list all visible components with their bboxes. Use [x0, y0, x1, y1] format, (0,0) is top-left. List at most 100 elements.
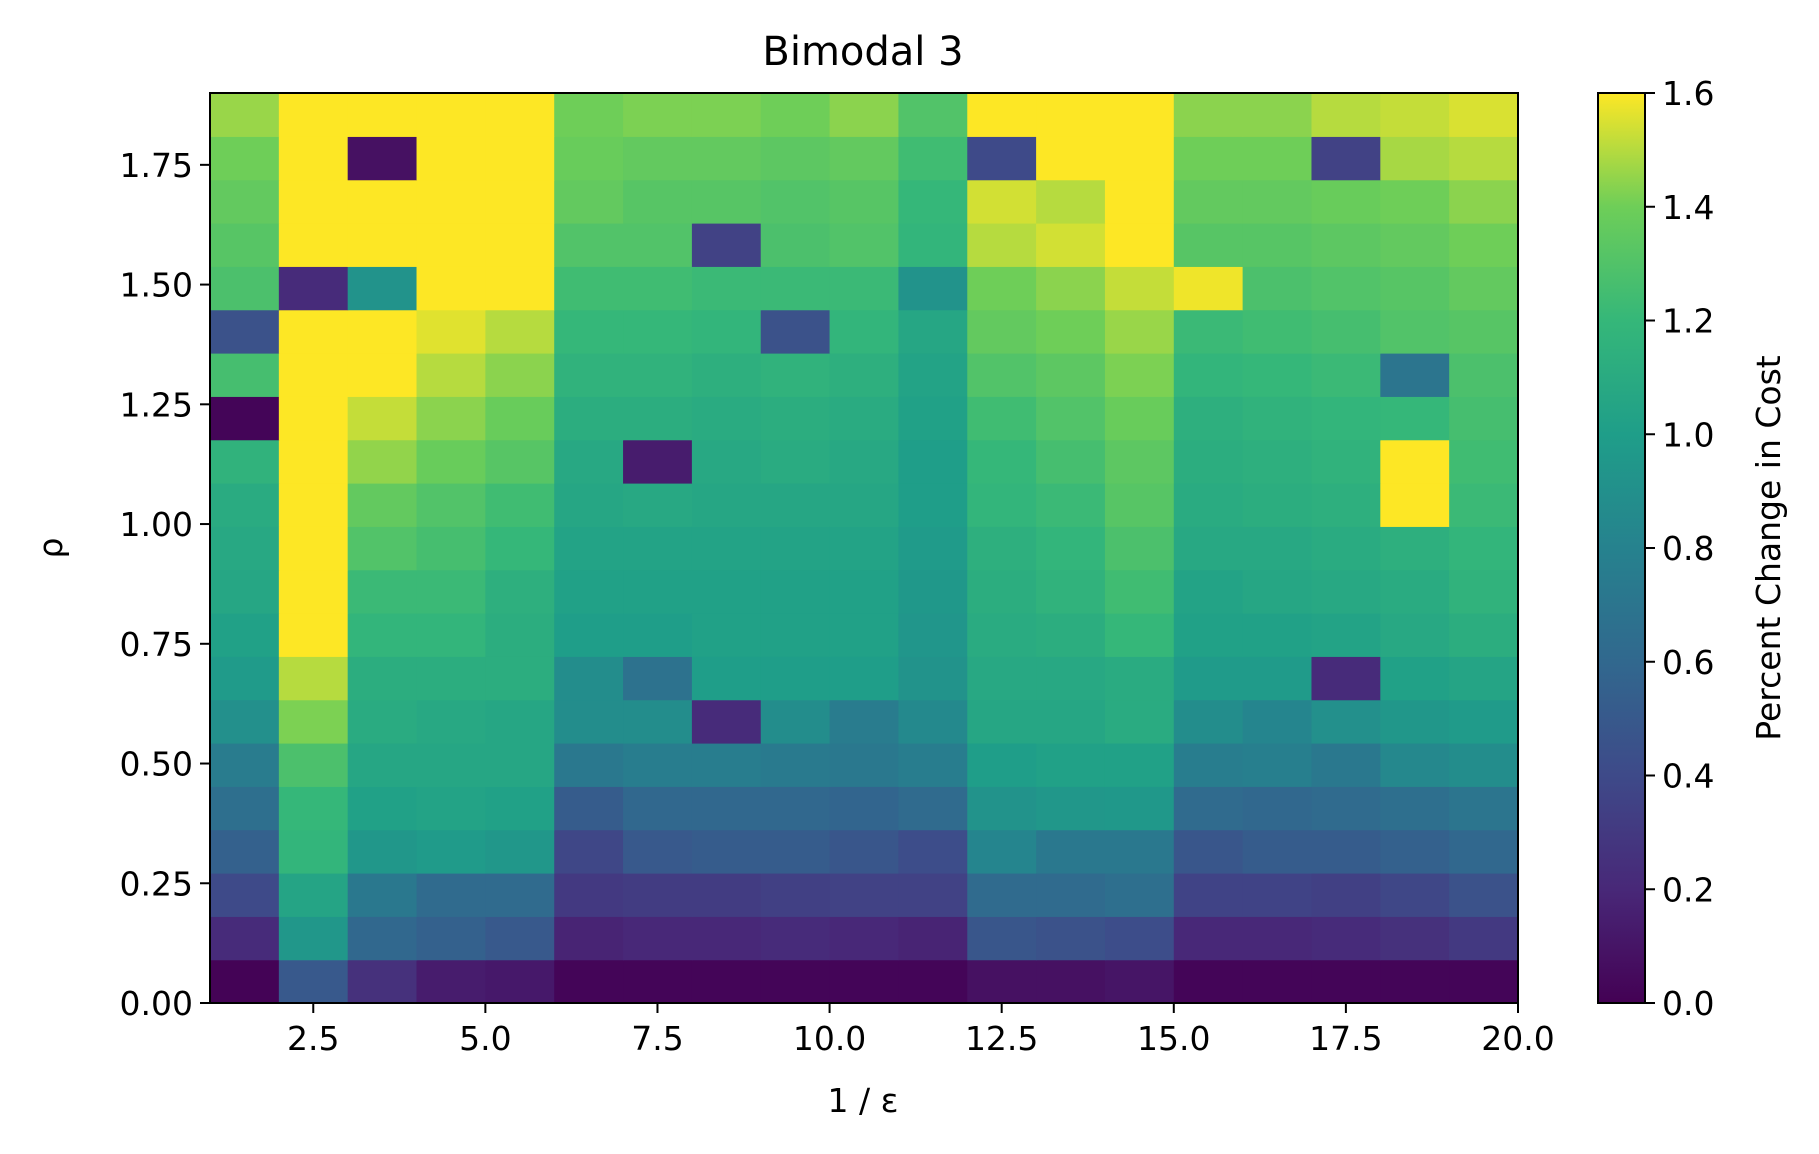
heatmap-cell [898, 959, 968, 1004]
heatmap-cell [1311, 136, 1381, 181]
heatmap-cell [1242, 526, 1313, 571]
heatmap-cell [485, 873, 555, 917]
heatmap-cell [898, 743, 968, 787]
heatmap-cell [623, 179, 693, 224]
heatmap-cell [1449, 223, 1519, 267]
heatmap-cell [416, 526, 486, 571]
heatmap-cell [1173, 353, 1244, 397]
heatmap-cell [829, 93, 900, 137]
heatmap-cell [1311, 309, 1381, 354]
heatmap-cell [1242, 223, 1313, 267]
x-tick-label: 2.5 [287, 1019, 339, 1058]
heatmap-cell [760, 916, 831, 961]
heatmap-cell [485, 309, 555, 354]
x-tick-label: 10.0 [793, 1019, 866, 1058]
heatmap-cell [485, 569, 555, 614]
heatmap-cell [1242, 483, 1313, 527]
heatmap-cell [416, 829, 486, 874]
heatmap-cell [623, 656, 693, 701]
heatmap-cell [1242, 266, 1313, 311]
heatmap-cell [278, 873, 349, 917]
heatmap-cell [829, 916, 900, 961]
heatmap-cell [829, 743, 900, 787]
heatmap-cell [347, 743, 418, 787]
heatmap-cell [347, 916, 418, 961]
heatmap-cell [623, 396, 693, 441]
heatmap-cell [1311, 786, 1381, 831]
heatmap-cell [1449, 179, 1519, 224]
heatmap-cell [1380, 93, 1450, 137]
heatmap-cell [278, 223, 349, 267]
heatmap-cell [967, 569, 1037, 614]
x-tick-label: 15.0 [1137, 1019, 1210, 1058]
heatmap-cell [1380, 179, 1450, 224]
heatmap-cell [210, 959, 280, 1004]
heatmap-cell [1242, 743, 1313, 787]
colorbar-tick-label: 1.2 [1662, 302, 1714, 341]
heatmap-cell [1036, 136, 1106, 181]
heatmap-cell [1173, 266, 1244, 311]
heatmap-cell [1449, 266, 1519, 311]
heatmap-cell [347, 93, 418, 137]
heatmap-cell [1173, 569, 1244, 614]
heatmap-cell [1380, 569, 1450, 614]
heatmap-cell [1036, 439, 1106, 484]
heatmap-cell [1311, 93, 1381, 137]
x-tick-label: 7.5 [631, 1019, 683, 1058]
heatmap-cell [485, 699, 555, 744]
heatmap-cell [485, 959, 555, 1004]
heatmap-cell [967, 613, 1037, 657]
heatmap-cell [691, 916, 762, 961]
heatmap-cell [760, 179, 831, 224]
heatmap-cell [691, 266, 762, 311]
heatmap-cell [1380, 829, 1450, 874]
heatmap-cell [210, 916, 280, 961]
heatmap-cell [278, 916, 349, 961]
heatmap-cell [278, 136, 349, 181]
heatmap-cell [829, 613, 900, 657]
heatmap-cell [1104, 136, 1175, 181]
heatmap-cell [898, 223, 968, 267]
heatmap-cell [1311, 916, 1381, 961]
heatmap-cell [760, 569, 831, 614]
heatmap-cell [760, 613, 831, 657]
heatmap-cell [1173, 829, 1244, 874]
heatmap-cell [1104, 483, 1175, 527]
heatmap-cell [1036, 613, 1106, 657]
y-tick-label: 1.75 [120, 146, 193, 185]
heatmap-cell [210, 829, 280, 874]
heatmap-cell [210, 439, 280, 484]
heatmap-cell [967, 396, 1037, 441]
heatmap-cell [829, 699, 900, 744]
heatmap-cell [554, 613, 624, 657]
heatmap-cell [1311, 959, 1381, 1004]
heatmap-cell [347, 483, 418, 527]
colorbar-tick-label: 0.2 [1662, 870, 1714, 909]
heatmap-cell [1449, 569, 1519, 614]
heatmap-cell [967, 959, 1037, 1004]
colorbar-tick-label: 1.4 [1662, 188, 1714, 227]
heatmap-cell [347, 309, 418, 354]
heatmap-cell [623, 483, 693, 527]
heatmap-cell [278, 266, 349, 311]
heatmap-cell [416, 353, 486, 397]
heatmap-cell [623, 136, 693, 181]
heatmap-cell [1380, 743, 1450, 787]
heatmap-cell [1380, 136, 1450, 181]
heatmap-cell [278, 613, 349, 657]
heatmap-cell [1104, 179, 1175, 224]
heatmap-cell [1311, 223, 1381, 267]
heatmap-cell [1173, 656, 1244, 701]
heatmap-cell [347, 439, 418, 484]
heatmap-cell [347, 223, 418, 267]
heatmap-cell [485, 179, 555, 224]
heatmap-cell [416, 873, 486, 917]
heatmap-cell [416, 136, 486, 181]
heatmap-cell [347, 786, 418, 831]
heatmap-cell [1104, 569, 1175, 614]
heatmap-cell [554, 743, 624, 787]
heatmap-cell [1449, 656, 1519, 701]
heatmap-cell [485, 743, 555, 787]
heatmap-cell [1449, 309, 1519, 354]
heatmap-cell [967, 93, 1037, 137]
